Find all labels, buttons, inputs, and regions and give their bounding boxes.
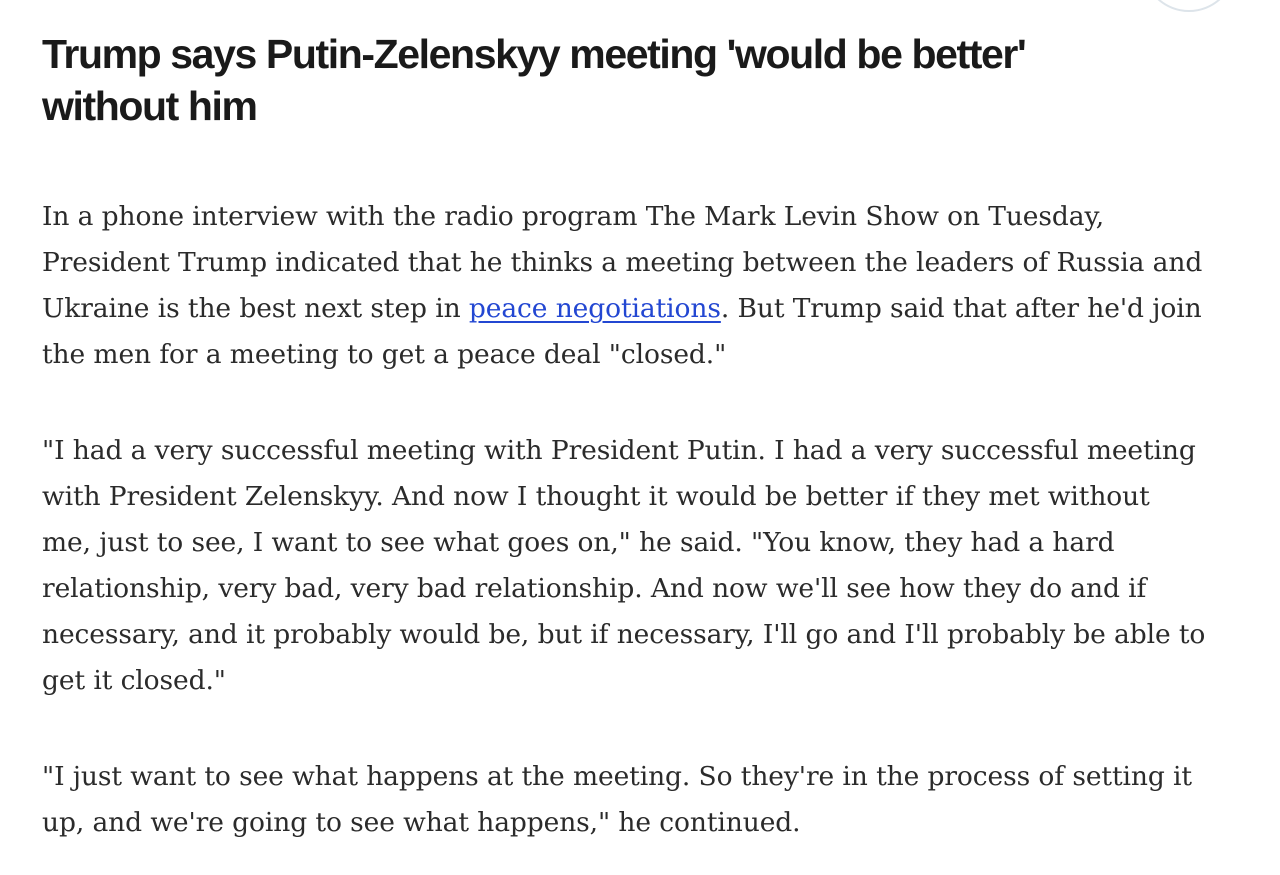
peace-negotiations-link[interactable]: peace negotiations: [468, 293, 721, 324]
article-body: In a phone interview with the radio prog…: [42, 194, 1206, 846]
headline-line-2: without him: [42, 83, 258, 129]
article-paragraph-3: "I just want to see what happens at the …: [42, 761, 1192, 838]
paragraph-1-text-after-link: . But Trump said that after he'd join th…: [42, 293, 1202, 370]
article-headline: Trump says Putin-Zelenskyy meeting 'woul…: [42, 28, 1206, 132]
article-paragraph-1: In a phone interview with the radio prog…: [42, 194, 1206, 378]
article-paragraph-2: "I had a very successful meeting with Pr…: [42, 435, 1206, 696]
article-content: Trump says Putin-Zelenskyy meeting 'woul…: [42, 28, 1206, 846]
headline-line-1: Trump says Putin-Zelenskyy meeting 'woul…: [42, 31, 1027, 77]
paragraph-1-text-before-link: In a phone interview with the radio prog…: [42, 201, 1203, 324]
